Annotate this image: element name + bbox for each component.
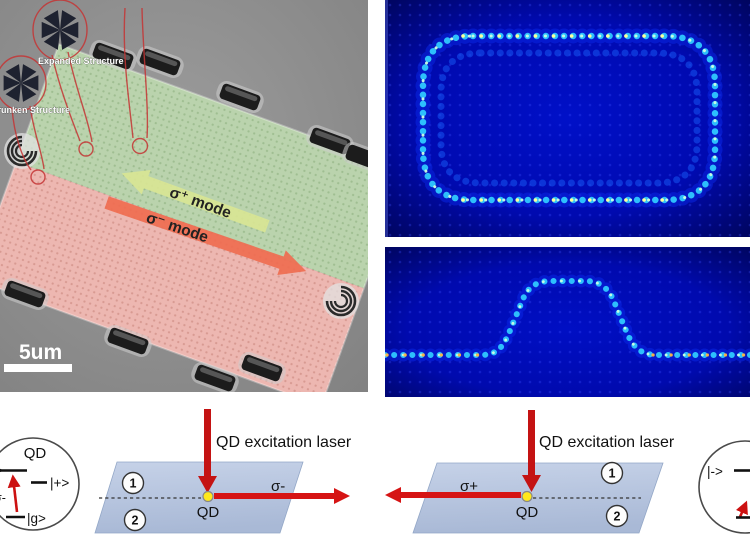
region-1-badge: 1 [130, 477, 137, 491]
photonic-slab [412, 462, 664, 534]
laser-label: QD excitation laser [539, 434, 675, 451]
scale-bar-label: 5um [19, 341, 62, 364]
annotation-outlines [0, 0, 149, 185]
simulation-ring-panel [385, 0, 750, 237]
region-2-badge: 2 [614, 510, 621, 524]
corner-defect-right [323, 283, 359, 319]
plus-state-label: |+> [50, 476, 69, 491]
region-2-badge: 2 [132, 514, 139, 528]
minus-state-label: |-> [707, 464, 723, 479]
sigma-minus-transition-arrow [7, 474, 21, 513]
left-level-diagram: QD > |+> |g> σ- [0, 437, 80, 531]
shrunken-region [0, 161, 364, 392]
etched-trenches [1, 39, 368, 392]
shrunken-structure-label: Shrunken Structure [0, 105, 70, 115]
waveguide-mode-field [385, 274, 750, 362]
qd-label: QD [516, 504, 539, 521]
right-level-diagram: |-> [698, 440, 750, 534]
expanded-region [16, 44, 368, 289]
qd-label: QD [197, 504, 220, 521]
expanded-structure-label: Expanded Structure [38, 56, 124, 66]
sigma-minus-label: σ- [271, 478, 285, 495]
left-level-title: QD [24, 445, 47, 462]
quantum-dot [202, 490, 214, 503]
left-emission-scheme: 1 2 QD excitation laser σ- QD [94, 409, 352, 534]
right-emission-scheme: 1 2 QD excitation laser σ+ QD [385, 410, 675, 534]
quantum-dot [521, 490, 533, 503]
corner-defect-left [4, 133, 40, 169]
left-top-level-label: > [0, 463, 3, 478]
sigma-plus-label: σ+ [460, 478, 478, 495]
ground-state-label: |g> [27, 511, 46, 526]
scale-bar [4, 364, 72, 372]
sem-micrograph-panel: Expanded Structure Shrunken Structure σ⁺… [0, 0, 368, 392]
region-1-badge: 1 [609, 467, 616, 481]
schematics-panel: QD > |+> |g> σ- 1 2 QD excitation laser … [0, 409, 750, 534]
ring-mode-field [415, 28, 723, 208]
laser-label: QD excitation laser [216, 434, 352, 451]
sigma-plus-transition-arrow [735, 500, 748, 518]
simulation-waveguide-panel [385, 247, 750, 397]
left-transition-label: σ- [0, 491, 6, 505]
